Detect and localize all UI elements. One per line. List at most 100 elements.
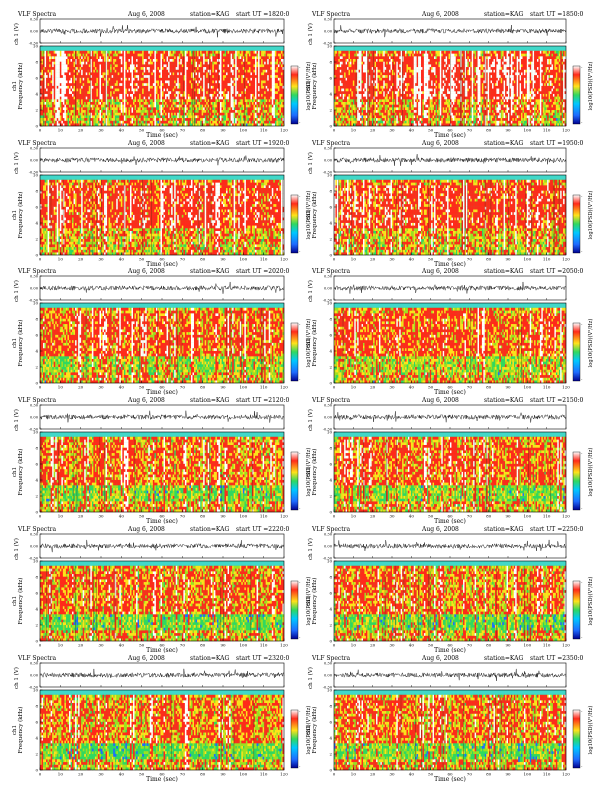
spectrogram-cell bbox=[61, 96, 63, 99]
spectrogram-cell bbox=[57, 107, 59, 110]
spectrogram-cell bbox=[46, 115, 48, 118]
spectrogram-cell bbox=[49, 121, 51, 124]
spectrogram-cell bbox=[45, 67, 47, 70]
spectrogram-cell bbox=[67, 96, 69, 99]
spectrogram-cell bbox=[60, 56, 62, 59]
spectrogram-cell bbox=[61, 105, 63, 108]
spectrogram-cell bbox=[74, 105, 76, 108]
spectrogram-cell bbox=[46, 72, 48, 75]
spectrogram-cell bbox=[64, 78, 66, 81]
spectrogram-cell bbox=[63, 78, 65, 81]
spectrogram-cell bbox=[58, 118, 60, 121]
spectrogram-cell bbox=[67, 91, 69, 94]
spectrogram-cell bbox=[71, 121, 73, 124]
spectrogram-cell bbox=[72, 99, 74, 102]
spectrogram-cell bbox=[58, 121, 60, 124]
spectrogram-cell bbox=[45, 86, 47, 89]
spectrogram-cell bbox=[48, 67, 50, 70]
spectrogram-cell bbox=[72, 107, 74, 110]
spectrogram-cell bbox=[64, 51, 66, 54]
spectrogram-cell bbox=[71, 83, 73, 86]
spectrogram-cell bbox=[46, 99, 48, 102]
spectrogram-cell bbox=[54, 83, 56, 86]
spectrogram-cell bbox=[67, 64, 69, 67]
spectrogram-cell bbox=[49, 105, 51, 108]
spectrogram-cell bbox=[52, 67, 54, 70]
spectrogram-cell bbox=[60, 96, 62, 99]
spectrogram-cell bbox=[57, 62, 59, 65]
spectrogram-cell bbox=[71, 99, 73, 102]
spectrogram-cell bbox=[60, 53, 62, 56]
spectrogram-cell bbox=[66, 78, 68, 81]
spectrogram-cell bbox=[55, 83, 57, 86]
spectrogram-cell bbox=[55, 107, 57, 110]
spectrogram-cell bbox=[45, 91, 47, 94]
spectrogram-cell bbox=[66, 110, 68, 113]
spectrogram-cell bbox=[48, 53, 50, 56]
spectrogram-cell bbox=[55, 99, 57, 102]
spectrogram-cell bbox=[63, 75, 65, 78]
spectrogram-cell bbox=[48, 115, 50, 118]
spectrogram-cell bbox=[55, 75, 57, 78]
spectrogram-cell bbox=[52, 102, 54, 105]
spectrogram-cell bbox=[49, 113, 51, 116]
spectrogram-cell bbox=[74, 86, 76, 89]
spectrogram-cell bbox=[72, 88, 74, 91]
spectrogram-cell bbox=[67, 70, 69, 73]
spectrogram-cell bbox=[66, 53, 68, 56]
spectrogram-cell bbox=[74, 99, 76, 102]
spectrogram-cell bbox=[52, 56, 54, 59]
spectrogram-cell bbox=[74, 118, 76, 121]
spectrogram-cell bbox=[51, 121, 53, 124]
spectrogram-cell bbox=[72, 91, 74, 94]
spectrogram-cell bbox=[69, 121, 71, 124]
spectrogram-cell bbox=[69, 115, 71, 118]
spectrogram-cell bbox=[54, 113, 56, 116]
spectrogram-cell bbox=[54, 96, 56, 99]
spectrogram-cell bbox=[63, 121, 65, 124]
spectrogram-cell bbox=[54, 64, 56, 67]
spectrogram-cell bbox=[66, 75, 68, 78]
spectrogram-cell bbox=[55, 118, 57, 121]
spectrogram-cell bbox=[69, 72, 71, 75]
spectrogram-cell bbox=[42, 72, 44, 75]
spectrogram-cell bbox=[64, 113, 66, 116]
spectrogram-cell bbox=[74, 94, 76, 97]
spectrogram-cell bbox=[66, 88, 68, 91]
spectrogram-cell bbox=[74, 102, 76, 105]
spectrogram-cell bbox=[71, 96, 73, 99]
spectrogram-cell bbox=[58, 107, 60, 110]
spectrogram-cell bbox=[52, 64, 54, 67]
spectrogram-cell bbox=[54, 51, 56, 54]
spectrogram-cell bbox=[63, 91, 65, 94]
spectrogram-cell bbox=[61, 91, 63, 94]
spectrogram-cell bbox=[57, 118, 59, 121]
spectrogram-cell bbox=[69, 56, 71, 59]
spectrogram-cell bbox=[58, 67, 60, 70]
spectrogram-cell bbox=[45, 115, 47, 118]
spectrogram-cell bbox=[42, 121, 44, 124]
spectrogram-cell bbox=[52, 105, 54, 108]
spectrogram-cell bbox=[74, 83, 76, 86]
spectrogram-cell bbox=[63, 56, 65, 59]
spectrogram-cell bbox=[55, 64, 57, 67]
spectrogram-cell bbox=[57, 94, 59, 97]
spectrogram-cell bbox=[49, 59, 51, 62]
spectrogram-cell bbox=[52, 115, 54, 118]
spectrogram-cell bbox=[46, 80, 48, 83]
spectrogram-cell bbox=[66, 121, 68, 124]
spectrogram-cell bbox=[45, 88, 47, 91]
spectrogram-cell bbox=[58, 51, 60, 54]
spectrogram-cell bbox=[57, 86, 59, 89]
spectrogram-cell bbox=[57, 75, 59, 78]
spectrogram-cell bbox=[48, 88, 50, 91]
spectrogram-cell bbox=[71, 78, 73, 81]
spectrogram-cell bbox=[67, 88, 69, 91]
spectrogram-cell bbox=[54, 118, 56, 121]
spectrogram-cell bbox=[66, 102, 68, 105]
spectrogram-cell bbox=[45, 51, 47, 54]
spectrogram-cell bbox=[60, 62, 62, 65]
spectrogram-cell bbox=[51, 72, 53, 75]
spectrogram-cell bbox=[64, 105, 66, 108]
spectrogram-cell bbox=[67, 56, 69, 59]
